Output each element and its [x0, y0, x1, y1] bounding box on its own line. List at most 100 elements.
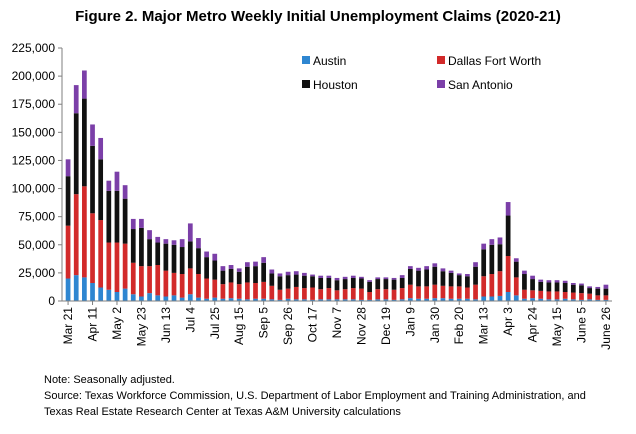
bar-austin [530, 298, 535, 301]
x-tick-label: Apr 24 [526, 307, 540, 343]
bar-austin [90, 283, 95, 301]
bar-san-antonio [82, 70, 87, 99]
bar-austin [318, 299, 324, 301]
bar-san-antonio [513, 258, 519, 262]
bar-san-antonio [587, 286, 592, 289]
bar-austin [65, 278, 71, 301]
bar-san-antonio [253, 261, 258, 267]
bar-san-antonio [407, 266, 413, 269]
bar-san-antonio [122, 185, 128, 199]
bar-san-antonio [456, 273, 462, 276]
x-tick-label: Jul 4 [183, 307, 197, 333]
bar-austin [269, 299, 275, 301]
bar-houston [448, 272, 454, 287]
bar-dallas-fort-worth [244, 282, 250, 300]
bar-houston [293, 274, 299, 287]
bar-austin [244, 299, 250, 301]
y-tick-label: 200,000 [12, 69, 56, 83]
y-tick-label: 175,000 [12, 97, 56, 111]
bar-houston [432, 266, 438, 285]
bar-dallas-fort-worth [383, 289, 389, 300]
legend-label: San Antonio [448, 78, 513, 92]
bar-dallas-fort-worth [465, 287, 470, 299]
x-tick-label: Feb 20 [452, 307, 466, 345]
bar-dallas-fort-worth [448, 286, 454, 299]
bar-san-antonio [383, 277, 389, 280]
bar-houston [163, 243, 169, 271]
x-tick-label: Jan 9 [403, 307, 417, 337]
bar-san-antonio [236, 268, 242, 272]
bar-san-antonio [440, 268, 446, 272]
bar-san-antonio [481, 243, 487, 250]
y-tick-label: 225,000 [12, 41, 56, 55]
bar-houston [253, 266, 258, 284]
y-tick-label: 125,000 [12, 153, 56, 167]
bar-austin [432, 298, 438, 301]
bar-austin [130, 294, 136, 301]
bar-san-antonio [391, 277, 397, 280]
bar-houston [122, 198, 128, 244]
bar-san-antonio [106, 180, 112, 191]
legend-swatch [437, 80, 445, 88]
x-tick-label: Jan 30 [428, 307, 442, 343]
bar-dallas-fort-worth [342, 289, 348, 300]
x-tick-label: Oct 17 [306, 307, 320, 343]
bar-houston [489, 244, 495, 275]
bar-houston [82, 98, 87, 187]
bar-san-antonio [579, 283, 584, 286]
bar-austin [179, 297, 185, 301]
bar-san-antonio [554, 280, 560, 283]
x-tick-label: Jun 13 [159, 307, 173, 343]
bar-san-antonio [432, 263, 438, 267]
bar-dallas-fort-worth [171, 272, 177, 296]
bar-austin [489, 296, 495, 301]
bar-austin [505, 292, 511, 301]
bar-houston [204, 257, 209, 279]
bar-dallas-fort-worth [562, 292, 568, 299]
bar-houston [456, 275, 462, 287]
bar-houston [285, 275, 291, 289]
bar-houston [513, 261, 519, 278]
bar-houston [603, 288, 609, 296]
bar-austin [82, 277, 87, 301]
y-tick-label: 100,000 [12, 182, 56, 196]
bar-dallas-fort-worth [326, 288, 332, 300]
bar-austin [570, 299, 576, 301]
bar-dallas-fort-worth [228, 282, 234, 299]
bar-austin [595, 299, 601, 301]
bar-houston [538, 281, 544, 291]
x-tick-label: June 26 [599, 307, 613, 350]
y-tick-label: 150,000 [12, 125, 56, 139]
bar-san-antonio [269, 269, 275, 274]
bar-austin [139, 296, 144, 301]
x-tick-label: Apr 11 [86, 307, 100, 342]
x-tick-label: Nov 28 [354, 307, 368, 345]
legend-label: Houston [313, 78, 358, 92]
bar-houston [359, 278, 364, 289]
bar-dallas-fort-worth [538, 290, 544, 299]
bar-houston [440, 271, 446, 286]
bar-dallas-fort-worth [416, 286, 421, 299]
bar-austin [171, 295, 177, 301]
bar-san-antonio [530, 275, 535, 280]
bar-austin [456, 298, 462, 301]
bar-dallas-fort-worth [106, 242, 112, 290]
bar-houston [587, 288, 592, 294]
bar-dallas-fort-worth [595, 295, 601, 300]
bar-dallas-fort-worth [90, 213, 95, 284]
bar-san-antonio [228, 265, 234, 269]
bar-houston [318, 277, 324, 290]
bar-dallas-fort-worth [587, 293, 592, 300]
stacked-bar-chart: 0 25,000 50,000 75,000 100,000 125,000 150,000… [12, 41, 613, 350]
bar-houston [350, 277, 356, 289]
bar-houston [98, 159, 104, 221]
legend-label: Dallas Fort Worth [448, 54, 541, 68]
bar-dallas-fort-worth [375, 289, 381, 300]
bar-dallas-fort-worth [98, 220, 104, 288]
bar-dallas-fort-worth [318, 289, 324, 300]
bar-austin [473, 299, 478, 301]
x-tick-label: Nov 7 [330, 307, 344, 339]
bar-houston [562, 283, 568, 293]
x-tick-label: Apr 3 [501, 307, 515, 336]
bar-houston [473, 266, 478, 285]
